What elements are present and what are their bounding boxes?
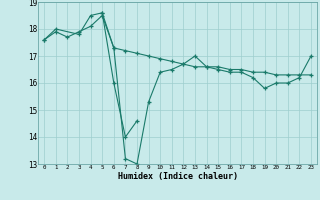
X-axis label: Humidex (Indice chaleur): Humidex (Indice chaleur) bbox=[118, 172, 238, 181]
